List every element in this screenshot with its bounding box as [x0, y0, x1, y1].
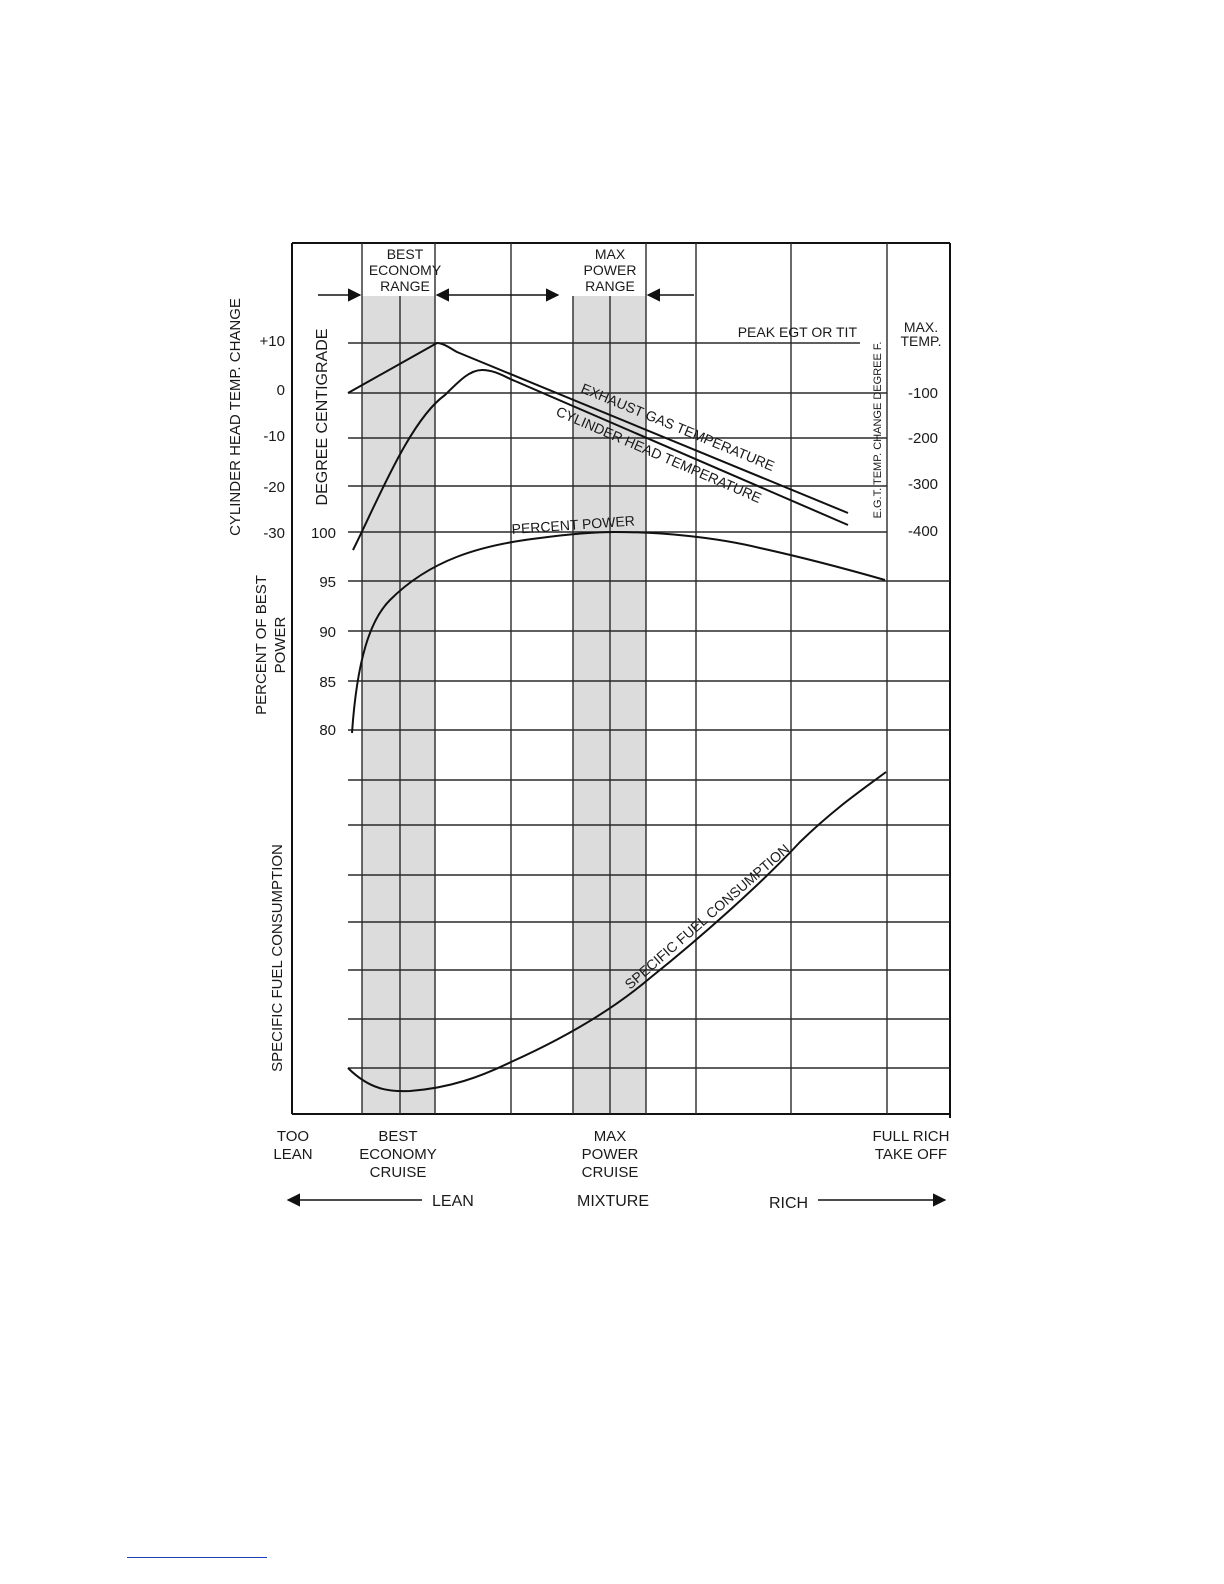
- cht-tick: -20: [263, 479, 285, 496]
- cht-axis-title: CYLINDER HEAD TEMP. CHANGE: [227, 298, 244, 536]
- lean-label: LEAN: [432, 1193, 474, 1210]
- vertical-grid: [361, 243, 888, 1114]
- series-sfc-line: [347, 771, 887, 1093]
- cht-tick: -10: [263, 428, 285, 445]
- power-tick: 100: [311, 525, 336, 542]
- max-power-range-line1: MAX: [595, 246, 626, 262]
- best-economy-range-line1: BEST: [387, 246, 424, 262]
- cht-ticks: +10 0 -10 -20 -30: [260, 333, 285, 542]
- footnote-separator: [127, 1557, 267, 1558]
- cht-tick: -30: [263, 525, 285, 542]
- x-label-best-economy-2: ECONOMY: [359, 1146, 437, 1163]
- power-axis-title-line2: POWER: [272, 617, 289, 674]
- egt-tick: -100: [908, 385, 938, 402]
- mixture-axis: LEAN MIXTURE RICH: [286, 1193, 947, 1212]
- x-label-best-economy-3: CRUISE: [370, 1164, 427, 1181]
- sfc-axis-title: SPECIFIC FUEL CONSUMPTION: [269, 844, 286, 1072]
- max-power-range-line2: POWER: [584, 262, 637, 278]
- rich-label: RICH: [769, 1195, 808, 1212]
- power-tick: 95: [319, 574, 336, 591]
- best-economy-range-line3: RANGE: [380, 278, 430, 294]
- x-label-full-rich-1: FULL RICH: [873, 1128, 950, 1145]
- power-tick: 90: [319, 624, 336, 641]
- power-tick: 80: [319, 722, 336, 739]
- power-ticks: 100 95 90 85 80: [311, 525, 336, 739]
- power-tick: 85: [319, 674, 336, 691]
- egt-tick: -400: [908, 523, 938, 540]
- max-temp-label-line2: TEMP.: [901, 333, 942, 349]
- cht-tick: 0: [277, 382, 285, 399]
- max-power-range-label: MAX POWER RANGE: [584, 246, 637, 294]
- egt-ticks: -100 -200 -300 -400: [908, 385, 938, 540]
- best-economy-range-line2: ECONOMY: [369, 262, 442, 278]
- x-label-full-rich-2: TAKE OFF: [875, 1146, 947, 1163]
- x-labels: TOO LEAN BEST ECONOMY CRUISE MAX POWER C…: [273, 1128, 949, 1181]
- cht-tick: +10: [260, 333, 285, 350]
- best-economy-band: [362, 296, 435, 1114]
- peak-egt-label: PEAK EGT OR TIT: [738, 324, 858, 340]
- degree-axis-title: DEGREE CENTIGRADE: [314, 329, 331, 506]
- egt-tick: -200: [908, 430, 938, 447]
- series-power-line: [351, 530, 886, 734]
- mixture-label: MIXTURE: [577, 1193, 649, 1210]
- egt-tick: -300: [908, 476, 938, 493]
- x-label-too-lean-1: TOO: [277, 1128, 309, 1145]
- x-label-best-economy-1: BEST: [378, 1128, 417, 1145]
- x-label-too-lean-2: LEAN: [273, 1146, 312, 1163]
- x-label-max-power-2: POWER: [582, 1146, 639, 1163]
- power-axis-title-line1: PERCENT OF BEST: [253, 575, 270, 715]
- egt-axis-title: E.G.T. TEMP. CHANGE DEGREE F.: [872, 342, 884, 519]
- series-cht-line: [352, 368, 849, 551]
- x-label-max-power-3: CRUISE: [582, 1164, 639, 1181]
- max-temp-label-line1: MAX.: [904, 319, 938, 335]
- max-power-range-line3: RANGE: [585, 278, 635, 294]
- x-label-max-power-1: MAX: [594, 1128, 627, 1145]
- series-egt-line: [347, 341, 849, 514]
- horizontal-grid: [348, 342, 950, 1069]
- best-economy-range-label: BEST ECONOMY RANGE: [369, 246, 442, 294]
